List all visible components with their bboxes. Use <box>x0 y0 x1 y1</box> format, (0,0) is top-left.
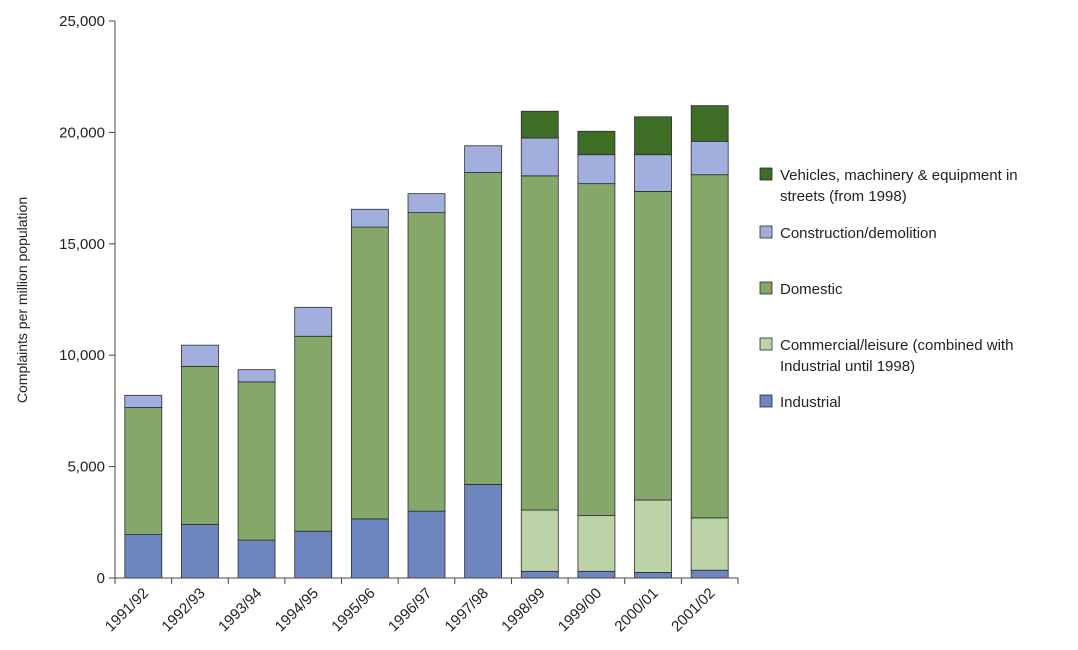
bar-segment-industrial-6 <box>464 484 503 579</box>
bar-segment-industrial-0 <box>124 534 163 579</box>
bar-segment-constructiondemolition-6 <box>464 145 503 173</box>
bar-segment-domestic-3 <box>294 335 333 532</box>
bar-segment-commercialleisure-7 <box>520 509 559 572</box>
legend-label: Domestic <box>780 281 843 298</box>
legend-label: Industrial until 1998) <box>780 358 915 375</box>
legend-label: streets (from 1998) <box>780 188 907 205</box>
legend-swatch <box>759 225 773 239</box>
bar-segment-constructiondemolition-4 <box>350 208 389 228</box>
bar-segment-industrial-7 <box>520 570 559 579</box>
bar-segment-domestic-8 <box>577 183 616 517</box>
bars-group <box>124 105 729 579</box>
x-tick-label: 1994/95 <box>272 585 322 635</box>
x-tick-label: 1991/92 <box>102 585 152 635</box>
bar-segment-constructiondemolition-1 <box>181 344 219 367</box>
bar-segment-domestic-9 <box>634 191 672 501</box>
legend-swatch <box>759 337 773 351</box>
y-tick-label: 15,000 <box>59 236 105 253</box>
x-tick-label: 1993/94 <box>215 585 265 635</box>
legend-swatch <box>759 281 773 295</box>
x-tick-label: 1992/93 <box>158 585 208 635</box>
x-tick-label: 1996/97 <box>385 585 435 635</box>
bar-segment-constructiondemolition-9 <box>634 154 672 192</box>
bar-segment-industrial-9 <box>634 572 672 579</box>
bar-segment-vehicles-7 <box>520 110 559 139</box>
bar-segment-constructiondemolition-0 <box>124 394 163 408</box>
x-tick-label: 1998/99 <box>498 585 548 635</box>
bar-segment-domestic-1 <box>181 365 219 525</box>
bar-segment-industrial-10 <box>690 569 729 579</box>
legend-label: Commercial/leisure (combined with <box>780 337 1013 354</box>
bar-segment-constructiondemolition-7 <box>520 137 559 177</box>
x-tick-label: 1999/00 <box>555 585 605 635</box>
legend-swatch <box>759 167 773 181</box>
bar-segment-vehicles-9 <box>634 116 672 156</box>
bar-segment-industrial-2 <box>237 539 276 579</box>
bar-segment-constructiondemolition-10 <box>690 140 729 176</box>
legend-label: Vehicles, machinery & equipment in <box>780 167 1018 184</box>
bar-segment-industrial-5 <box>407 510 446 579</box>
bar-segment-commercialleisure-8 <box>577 515 616 572</box>
bar-segment-industrial-3 <box>294 530 333 579</box>
bar-segment-vehicles-8 <box>577 130 616 156</box>
bar-segment-commercialleisure-9 <box>634 499 672 573</box>
bar-segment-industrial-8 <box>577 570 616 579</box>
y-tick-label: 25,000 <box>59 13 105 30</box>
bar-segment-constructiondemolition-2 <box>237 369 276 383</box>
x-tick-label: 2000/01 <box>612 585 662 635</box>
bar-segment-domestic-10 <box>690 174 729 519</box>
x-tick-label: 2001/02 <box>668 585 718 635</box>
x-tick-label: 1995/96 <box>328 585 378 635</box>
bar-segment-commercialleisure-10 <box>690 517 729 571</box>
bar-segment-constructiondemolition-8 <box>577 154 616 185</box>
y-axis-title: Complaints per million population <box>14 197 30 403</box>
x-tick-label: 1997/98 <box>442 585 492 635</box>
bar-segment-domestic-7 <box>520 175 559 511</box>
bar-segment-domestic-5 <box>407 212 446 512</box>
bar-segment-domestic-0 <box>124 407 163 535</box>
legend-swatch <box>759 394 773 408</box>
legend: Vehicles, machinery & equipment in street… <box>759 167 1018 411</box>
legend-label: Construction/demolition <box>780 225 937 242</box>
axes-group <box>114 21 738 579</box>
legend-label: Industrial <box>780 394 841 411</box>
bar-segment-domestic-2 <box>237 381 276 541</box>
bar-segment-industrial-4 <box>350 518 389 579</box>
bar-segment-constructiondemolition-5 <box>407 193 446 214</box>
bar-segment-constructiondemolition-3 <box>294 306 333 337</box>
bar-segment-vehicles-10 <box>690 105 729 142</box>
bar-segment-industrial-1 <box>181 524 219 579</box>
y-tick-label: 0 <box>97 570 105 587</box>
y-tick-label: 20,000 <box>59 124 105 141</box>
y-tick-label: 5,000 <box>67 459 105 476</box>
bar-segment-domestic-6 <box>464 172 503 485</box>
bar-segment-domestic-4 <box>350 226 389 520</box>
y-tick-label: 10,000 <box>59 347 105 364</box>
